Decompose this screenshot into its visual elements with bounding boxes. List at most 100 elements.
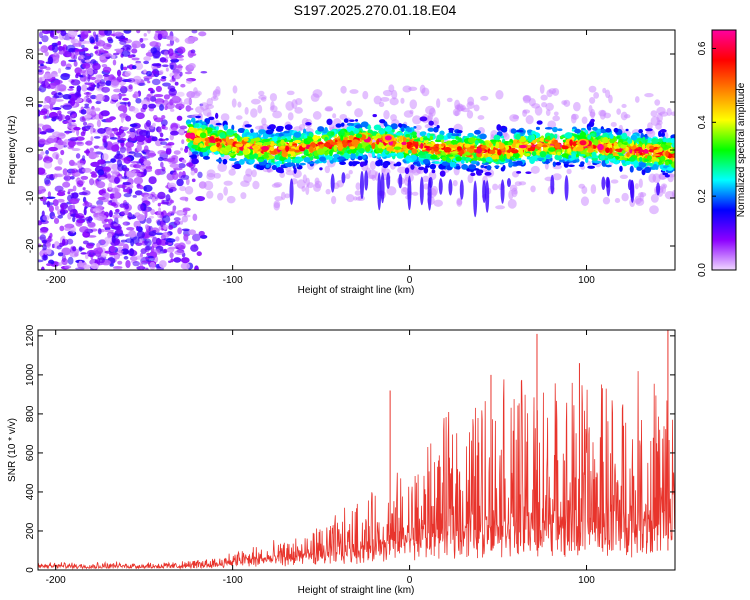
band-blob bbox=[660, 155, 666, 162]
noise-blob bbox=[113, 265, 123, 269]
band-halo-blob bbox=[473, 104, 480, 112]
band-blob bbox=[186, 119, 192, 124]
band-blob bbox=[474, 140, 479, 146]
noise-blob bbox=[70, 79, 81, 86]
band-halo-blob bbox=[231, 98, 237, 108]
snr-ylabel: SNR (10 * v/v) bbox=[7, 418, 18, 482]
noise-blob bbox=[169, 134, 174, 141]
band-blob bbox=[228, 152, 234, 157]
band-blob bbox=[572, 141, 577, 147]
noise-blob bbox=[68, 59, 77, 63]
band-blob bbox=[287, 136, 292, 141]
spectrogram-ylabel: Frequency (Hz) bbox=[7, 116, 18, 185]
noise-blob bbox=[153, 117, 164, 123]
band-blob bbox=[515, 160, 523, 166]
noise-blob bbox=[162, 199, 169, 205]
band-blob bbox=[284, 124, 293, 131]
noise-blob bbox=[151, 196, 156, 203]
noise-blob bbox=[40, 45, 49, 53]
band-blob bbox=[206, 119, 210, 125]
band-halo-blob bbox=[235, 115, 243, 120]
band-blob bbox=[620, 144, 625, 149]
band-halo-blob bbox=[552, 173, 562, 181]
band-halo-blob bbox=[616, 108, 621, 115]
noise-blob bbox=[153, 249, 161, 253]
band-halo-blob bbox=[522, 95, 532, 102]
band-blob bbox=[301, 143, 307, 148]
noise-blob bbox=[114, 31, 123, 37]
noise-blob bbox=[57, 157, 63, 165]
band-blob bbox=[189, 155, 197, 158]
band-halo-blob bbox=[649, 205, 659, 215]
band-blob bbox=[306, 153, 310, 157]
noise-blob bbox=[112, 59, 117, 66]
band-blob bbox=[349, 119, 355, 122]
band-blob bbox=[423, 167, 429, 174]
noise-blob bbox=[145, 150, 156, 158]
band-halo-blob bbox=[354, 190, 362, 196]
band-halo-blob bbox=[634, 195, 642, 205]
band-blob bbox=[270, 162, 274, 165]
band-blob bbox=[425, 143, 434, 147]
band-halo-blob bbox=[530, 165, 540, 174]
band-blob bbox=[587, 126, 592, 131]
band-blob bbox=[223, 124, 228, 131]
noise-blob bbox=[62, 181, 71, 188]
band-blob bbox=[651, 156, 657, 160]
noise-blob bbox=[190, 167, 195, 171]
band-blob bbox=[567, 147, 572, 154]
band-blob bbox=[451, 151, 459, 154]
noise-blob bbox=[75, 73, 79, 79]
band-blob bbox=[225, 145, 232, 151]
band-halo-blob bbox=[324, 165, 331, 174]
band-halo-blob bbox=[348, 169, 353, 175]
noise-blob bbox=[72, 42, 82, 47]
y-tick-label: 0 bbox=[25, 147, 36, 153]
band-halo-blob bbox=[206, 97, 214, 107]
band-halo-blob bbox=[452, 179, 458, 187]
snr-line bbox=[38, 371, 675, 570]
band-blob bbox=[398, 123, 403, 128]
band-blob bbox=[567, 164, 575, 168]
noise-blob bbox=[89, 171, 98, 175]
noise-blob bbox=[90, 136, 94, 142]
noise-blob bbox=[82, 62, 91, 69]
noise-blob bbox=[173, 257, 182, 263]
band-blob bbox=[410, 164, 415, 170]
band-blob bbox=[238, 158, 245, 165]
band-blob bbox=[605, 128, 612, 133]
noise-blob bbox=[114, 191, 121, 199]
band-halo-blob bbox=[325, 105, 334, 112]
noise-blob bbox=[57, 139, 64, 146]
band-halo-blob bbox=[619, 174, 629, 180]
peak-marker bbox=[384, 135, 392, 141]
noise-blob bbox=[185, 178, 190, 186]
band-blob bbox=[314, 160, 320, 164]
noise-blob bbox=[71, 147, 81, 152]
noise-blob bbox=[135, 172, 142, 178]
band-blob bbox=[590, 118, 595, 123]
band-blob bbox=[605, 147, 610, 154]
band-blob bbox=[280, 136, 286, 140]
noise-blob bbox=[97, 228, 102, 235]
noise-blob bbox=[38, 69, 43, 73]
noise-blob bbox=[124, 204, 129, 210]
band-blob bbox=[255, 142, 263, 146]
noise-blob bbox=[165, 137, 169, 141]
noise-blob bbox=[105, 127, 113, 135]
band-blob bbox=[337, 143, 345, 150]
band-halo-blob bbox=[644, 92, 654, 98]
noise-blob bbox=[132, 107, 139, 114]
band-streak bbox=[386, 172, 391, 189]
noise-blob bbox=[196, 251, 202, 257]
noise-blob bbox=[102, 135, 107, 144]
band-halo-blob bbox=[634, 96, 640, 103]
band-blob bbox=[280, 145, 285, 149]
noise-blob bbox=[132, 236, 140, 245]
band-blob bbox=[511, 149, 519, 154]
band-blob bbox=[467, 137, 476, 144]
band-halo-blob bbox=[397, 166, 408, 174]
noise-blob bbox=[123, 202, 130, 206]
band-blob bbox=[531, 130, 537, 136]
noise-blob bbox=[38, 185, 46, 194]
